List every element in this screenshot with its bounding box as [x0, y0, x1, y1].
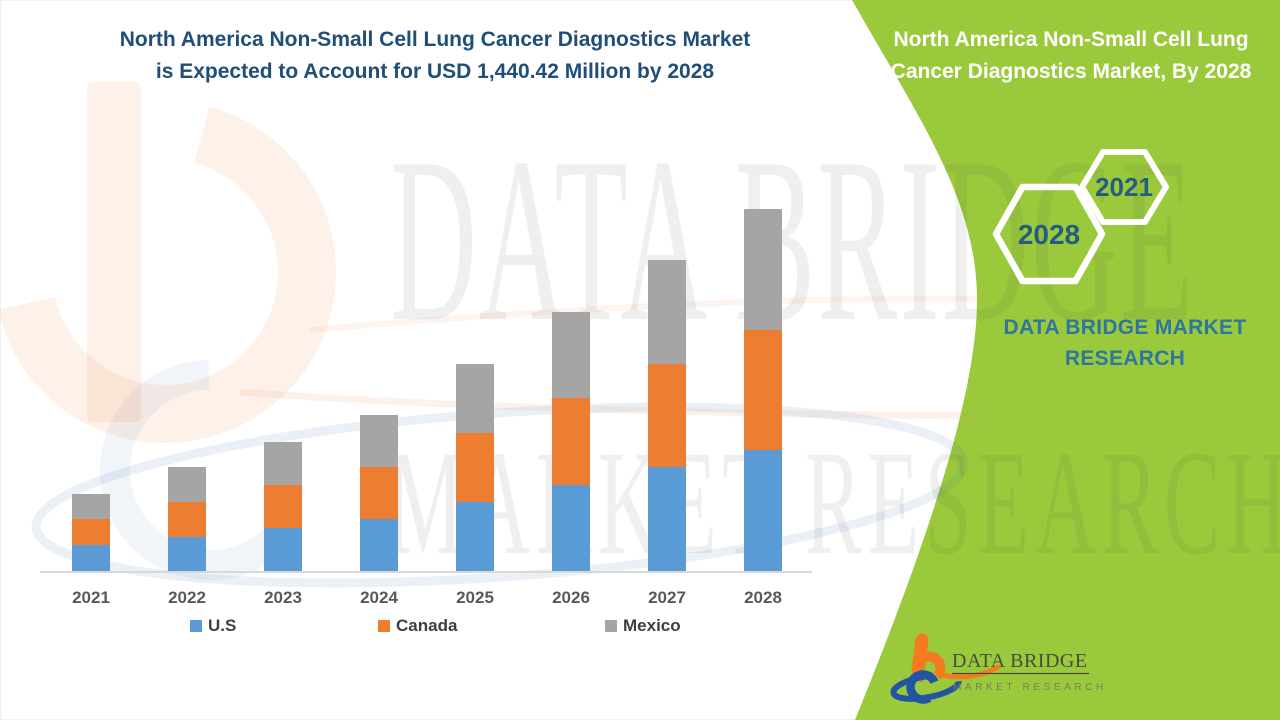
x-axis-label-2028: 2028	[744, 588, 782, 607]
bar-2026-U.S-segment	[552, 484, 590, 571]
bar-2025-U.S-segment	[456, 501, 494, 571]
bar-2028-U.S-segment	[744, 450, 782, 571]
bar-2024-Canada-segment	[360, 467, 398, 519]
brand-name-line1: DATA BRIDGE MARKET	[1003, 316, 1247, 339]
canada-legend-swatch	[378, 620, 390, 632]
bar-2027-Mexico-segment	[648, 260, 686, 364]
chart-legend: U.S Canada Mexico	[0, 616, 812, 640]
legend-item-mexico: Mexico	[605, 616, 681, 636]
bar-2022	[168, 467, 206, 571]
bar-2022-U.S-segment	[168, 536, 206, 571]
bar-2023	[264, 442, 302, 571]
hexagon-2028-label: 2028	[1018, 219, 1080, 250]
mexico-legend-swatch	[605, 620, 617, 632]
x-axis-label-2027: 2027	[648, 588, 686, 607]
bar-2022-Canada-segment	[168, 502, 206, 537]
us-legend-label: U.S	[208, 616, 237, 635]
hexagon-2021-label: 2021	[1095, 172, 1153, 202]
bar-2025-Mexico-segment	[456, 363, 494, 434]
year-hexagons: 2021 2028	[992, 149, 1169, 285]
mexico-legend-label: Mexico	[623, 616, 681, 635]
legend-item-canada: Canada	[378, 616, 457, 636]
bar-2025	[456, 363, 494, 571]
x-axis-label-2022: 2022	[168, 588, 206, 607]
legend-item-us: U.S	[190, 616, 236, 636]
bar-2021-U.S-segment	[72, 545, 110, 571]
side-panel-title-line2: Cancer Diagnostics Market, By 2028	[890, 60, 1252, 83]
side-panel-title-line1: North America Non-Small Cell Lung	[893, 28, 1249, 51]
side-panel-title: North America Non-Small Cell Lung Cancer…	[866, 24, 1276, 88]
us-legend-swatch	[190, 620, 202, 632]
bar-2027	[648, 260, 686, 571]
bar-2021-Canada-segment	[72, 519, 110, 546]
chart-title: North America Non-Small Cell Lung Cancer…	[45, 24, 825, 88]
x-axis-labels: 2021 2022 2023 2024 2025 2026 2027 2028	[40, 588, 812, 612]
bar-2023-U.S-segment	[264, 528, 302, 571]
x-axis-label-2025: 2025	[456, 588, 494, 607]
bar-2026-Canada-segment	[552, 398, 590, 485]
chart-title-line2: is Expected to Account for USD 1,440.42 …	[155, 60, 715, 83]
x-axis-label-2026: 2026	[552, 588, 590, 607]
bar-2025-Canada-segment	[456, 433, 494, 502]
bar-2026-Mexico-segment	[552, 311, 590, 399]
bar-2023-Mexico-segment	[264, 442, 302, 486]
bar-2027-Canada-segment	[648, 363, 686, 468]
brand-name-text: DATA BRIDGE MARKET RESEARCH	[955, 312, 1280, 374]
canada-legend-label: Canada	[396, 616, 458, 635]
logo-company-name: DATA BRIDGE	[952, 650, 1088, 672]
x-axis-label-2023: 2023	[264, 588, 302, 607]
bar-2028-Canada-segment	[744, 329, 782, 451]
bar-2024	[360, 415, 398, 571]
chart-title-line1: North America Non-Small Cell Lung Cancer…	[119, 28, 751, 51]
bar-2024-U.S-segment	[360, 518, 398, 571]
bar-2022-Mexico-segment	[168, 467, 206, 503]
brand-name-line2: RESEARCH	[1064, 347, 1186, 370]
bar-2023-Canada-segment	[264, 485, 302, 529]
bar-2028	[744, 209, 782, 571]
bar-2027-U.S-segment	[648, 467, 686, 571]
bar-2021	[72, 493, 110, 571]
x-axis-label-2024: 2024	[360, 588, 398, 607]
company-logo: DATA BRIDGE MARKET RESEARCH	[890, 633, 1103, 704]
x-axis-label-2021: 2021	[72, 588, 110, 607]
bar-2026	[552, 311, 590, 571]
bar-2028-Mexico-segment	[744, 209, 782, 330]
bar-chart-plot-area	[40, 209, 812, 573]
logo-tagline: MARKET RESEARCH	[953, 682, 1103, 693]
bar-2021-Mexico-segment	[72, 493, 110, 520]
bar-2024-Mexico-segment	[360, 415, 398, 468]
